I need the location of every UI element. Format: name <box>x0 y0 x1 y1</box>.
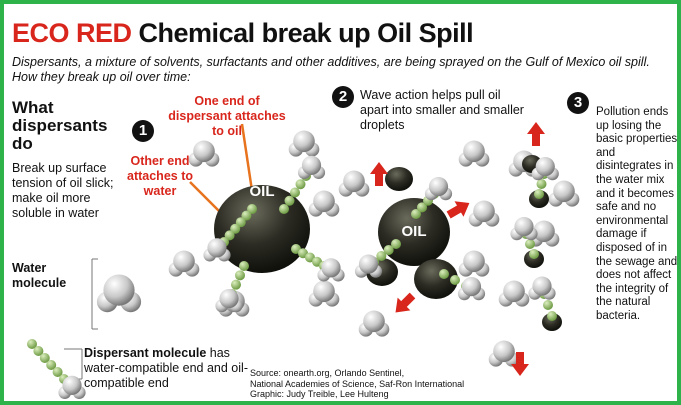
arrow-head <box>370 162 388 186</box>
source-line: Graphic: Judy Treible, Lee Hulteng <box>250 389 510 400</box>
dispersant-bead <box>547 311 557 321</box>
title-text: Chemical break up Oil Spill <box>139 18 474 48</box>
dispersant-bead <box>525 239 535 249</box>
arrow-head <box>389 289 419 319</box>
brand: ECO RED <box>12 18 132 48</box>
step-label: Other end attaches to water <box>120 154 200 199</box>
dispersant-bead <box>529 249 539 259</box>
sidebar-heading: What dispersants do <box>12 99 122 153</box>
step-label: Pollution ends up losing the basic prope… <box>596 106 677 324</box>
water-atom <box>462 277 481 296</box>
page: OIL OIL ECO RED Chemical break up Oil Spi… <box>0 0 681 405</box>
step-label: One end of dispersant attaches to oil <box>162 94 292 139</box>
arrow-head <box>527 122 545 146</box>
source-line: Source: onearth.org, Orlando Sentinel, <box>250 368 510 379</box>
dispersant-bold: Dispersant molecule <box>84 346 206 360</box>
water-atom <box>363 311 385 333</box>
source-line: National Academies of Science, Saf-Ron I… <box>250 379 510 390</box>
step-number: 3 <box>567 92 589 114</box>
water-atom <box>493 341 515 363</box>
step-number: 1 <box>132 120 154 142</box>
dispersant-label: Dispersant molecule has water-compatible… <box>84 346 264 391</box>
dispersant-bead <box>279 204 289 214</box>
dispersant-bead <box>534 189 544 199</box>
arrow <box>389 289 419 319</box>
title: ECO RED Chemical break up Oil Spill <box>12 18 473 49</box>
step-label: Wave action helps pull oil apart into sm… <box>360 88 525 133</box>
water-atom <box>293 131 315 153</box>
water-atom <box>302 156 321 175</box>
water-atom <box>514 217 533 236</box>
sidebar-body: Break up surface tension of oil slick; m… <box>12 161 127 221</box>
water-atom <box>321 258 340 277</box>
water-atom <box>429 177 448 196</box>
dispersant-bead <box>285 196 295 206</box>
water-atom <box>343 171 365 193</box>
water-atom <box>536 157 555 176</box>
oil-droplet <box>385 167 413 191</box>
step-number: 2 <box>332 86 354 108</box>
water-atom <box>463 250 485 272</box>
infographic: OIL OIL ECO RED Chemical break up Oil Spi… <box>4 4 677 401</box>
oil-label: OIL <box>402 223 427 240</box>
water-atom <box>103 275 134 306</box>
dispersant-bead <box>290 188 300 198</box>
bracket <box>64 349 82 379</box>
water-atom <box>173 250 195 272</box>
water-atom <box>207 238 226 257</box>
water-label: Water molecule <box>12 261 87 291</box>
oil-label: OIL <box>250 183 275 200</box>
water-atom <box>62 376 81 395</box>
arrow <box>370 162 388 186</box>
dispersant-bead <box>231 280 241 290</box>
water-atom <box>473 201 495 223</box>
water-atom <box>359 255 378 274</box>
dispersant-bead <box>439 269 449 279</box>
dispersant-bead <box>235 270 245 280</box>
water-atom <box>463 141 485 163</box>
subtitle: Dispersants, a mixture of solvents, surf… <box>12 55 652 85</box>
source: Source: onearth.org, Orlando Sentinel,Na… <box>250 368 510 400</box>
water-atom <box>553 181 575 203</box>
dispersant-bead <box>296 179 306 189</box>
water-atom <box>219 289 238 308</box>
water-atom <box>313 281 335 303</box>
dispersant-bead <box>543 300 553 310</box>
arrow <box>527 122 545 146</box>
water-atom <box>503 281 525 303</box>
dispersant-bead <box>450 275 460 285</box>
water-atom <box>313 191 335 213</box>
dispersant-bead <box>239 261 249 271</box>
water-atom <box>532 277 551 296</box>
dispersant-bead <box>537 179 547 189</box>
